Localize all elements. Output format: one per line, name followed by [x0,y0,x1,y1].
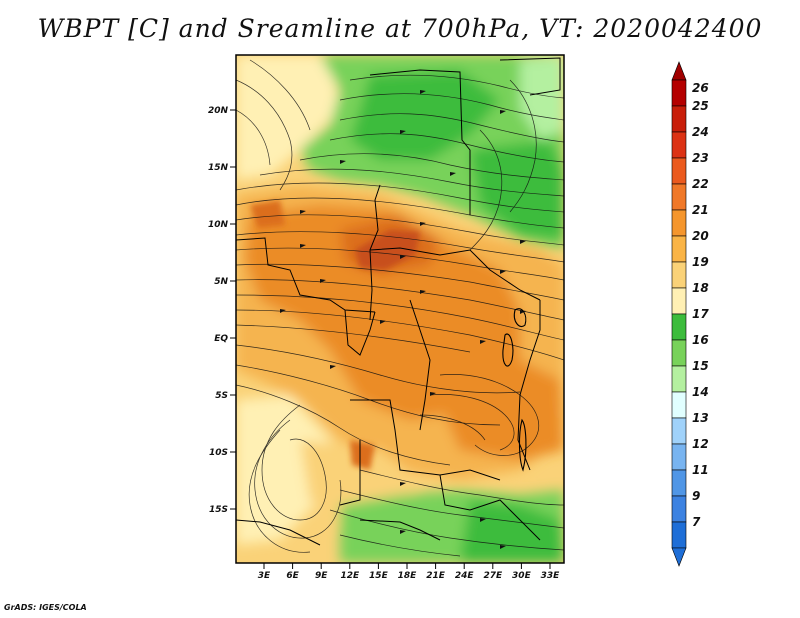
colorbar-label: 19 [692,255,709,269]
chart-title: WBPT [C] and Sreamline at 700hPa, VT: 20… [37,14,763,43]
lon-tick-label: 9E [315,571,328,581]
colorbar-swatch [671,157,687,185]
colorbar-swatch [671,365,687,393]
colorbar-label: 13 [692,411,709,425]
lon-tick-label: 3E [258,571,271,581]
lat-tick-label: EQ [214,334,228,344]
colorbar-swatch [671,261,687,289]
lat-tick-label: 15N [208,163,229,173]
colorbar-label: 9 [692,489,700,503]
wbpt-field [236,55,564,563]
colorbar-swatch [671,339,687,367]
lon-tick-label: 30E [512,571,532,581]
streamlines [236,59,564,557]
colorbar-label: 18 [692,281,709,295]
colorbar-label: 14 [692,385,709,399]
colorbar-swatch [671,105,687,133]
colorbar-swatch [671,443,687,471]
lat-tick-label: 15S [209,505,228,515]
colorbar-bottom-cap [671,547,687,567]
streamline-arrows [280,90,526,549]
latitude-axis: 20N 15N 10N 5N EQ 5S 10S 15S [208,106,236,515]
lon-tick-label: 33E [541,571,561,581]
colorbar-swatch [671,313,687,341]
colorbar-label: 11 [692,463,709,477]
country-borders [236,57,561,546]
colorbar-swatch [671,183,687,211]
lon-tick-label: 18E [398,571,418,581]
colorbar-label: 20 [692,229,709,243]
colorbar-swatch [671,521,687,549]
field-cream-west [236,55,340,180]
field-orange-se [430,360,564,460]
colorbar-label: 25 [692,99,709,113]
colorbar-label: 7 [692,515,701,529]
colorbar: 26 25 24 23 22 21 20 19 18 17 16 15 14 13 12 11 9 7 [671,61,709,567]
longitude-axis: 3E 6E 9E 12E 15E 18E 21E 24E 27E 30E 33E [258,563,560,581]
colorbar-label: 21 [692,203,709,217]
colorbar-swatch [671,209,687,237]
field-green-east [470,140,564,240]
map-panel [236,55,564,563]
colorbar-swatch [671,131,687,159]
field-red-west [250,200,285,228]
lon-tick-label: 21E [426,571,446,581]
field-orange-core [245,205,520,420]
colorbar-label: 15 [692,359,709,373]
lon-tick-label: 27E [483,571,503,581]
lon-tick-label: 15E [369,571,389,581]
lon-tick-label: 12E [340,571,360,581]
footer-credit: GrADS: IGES/COLA [4,603,87,612]
colorbar-label: 26 [692,81,709,95]
colorbar-label: 22 [692,177,709,191]
lat-tick-label: 10S [209,448,228,458]
lat-tick-label: 5S [215,391,228,401]
lon-tick-label: 6E [286,571,299,581]
colorbar-swatch [671,417,687,445]
colorbar-swatch [671,235,687,263]
field-green-se [460,500,564,563]
map-frame [235,54,565,564]
colorbar-swatch [671,469,687,497]
lat-tick-label: 20N [208,106,229,116]
lon-tick-label: 24E [455,571,475,581]
colorbar-top-cap [671,61,687,81]
colorbar-swatch [671,391,687,419]
colorbar-label: 16 [692,333,709,347]
colorbar-label: 24 [692,125,709,139]
colorbar-swatch [671,495,687,523]
colorbar-label: 12 [692,437,709,451]
colorbar-swatch [671,79,687,107]
lakes [502,308,527,472]
colorbar-label: 23 [692,151,709,165]
lat-tick-label: 5N [214,277,228,287]
colorbar-label: 17 [692,307,709,321]
field-red-south [350,440,375,470]
field-red-core [355,230,420,270]
colorbar-swatch [671,287,687,315]
lat-tick-label: 10N [208,220,229,230]
